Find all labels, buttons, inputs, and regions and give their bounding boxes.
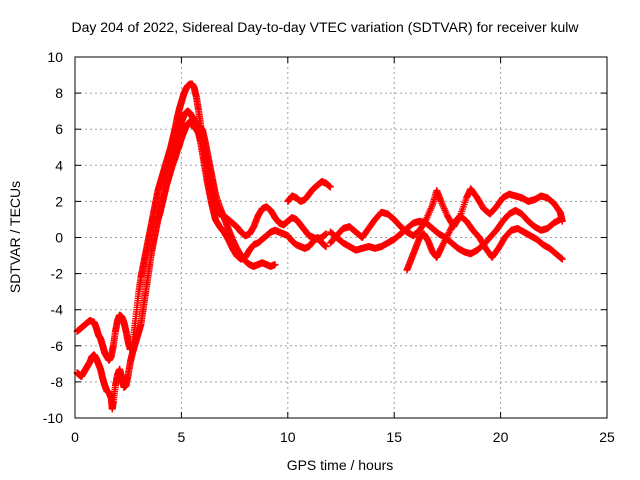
data-point	[437, 244, 445, 252]
data-point	[558, 255, 566, 263]
series-arc-7	[403, 212, 566, 274]
y-tick-label: 10	[47, 49, 63, 65]
series-arc-4	[284, 178, 334, 205]
data-point	[447, 225, 455, 233]
x-tick-label: 10	[280, 429, 296, 445]
data-point	[326, 183, 334, 191]
series-arc-6	[326, 185, 566, 247]
data-point	[443, 233, 451, 241]
y-tick-label: -6	[51, 338, 64, 354]
data-point	[421, 217, 429, 225]
chart-title: Day 204 of 2022, Sidereal Day-to-day VTE…	[71, 19, 579, 35]
data-point	[558, 217, 566, 225]
data-series	[73, 80, 566, 413]
data-point	[442, 235, 450, 243]
data-point	[448, 222, 456, 230]
data-point	[444, 230, 452, 238]
data-point	[443, 232, 451, 240]
data-point	[439, 241, 447, 249]
data-point	[322, 230, 330, 238]
x-tick-label: 25	[599, 429, 615, 445]
y-tick-label: -4	[51, 302, 64, 318]
data-point	[445, 229, 453, 237]
series-arc-2	[73, 118, 330, 413]
data-point	[322, 243, 330, 251]
y-tick-label: 6	[55, 121, 63, 137]
x-axis-label: GPS time / hours	[287, 457, 394, 473]
y-tick-label: 8	[55, 85, 63, 101]
data-point	[440, 238, 448, 246]
y-tick-label: -10	[43, 410, 63, 426]
data-point	[439, 240, 447, 248]
data-point	[447, 224, 455, 232]
data-point	[446, 227, 454, 235]
x-tick-label: 5	[178, 429, 186, 445]
data-point	[438, 243, 446, 251]
y-tick-label: 2	[55, 193, 63, 209]
y-axis-label: SDTVAR / TECUs	[7, 181, 23, 293]
y-tick-label: 4	[55, 157, 63, 173]
data-point	[271, 261, 279, 269]
x-tick-label: 15	[386, 429, 402, 445]
x-tick-label: 0	[71, 429, 79, 445]
y-tick-label: -8	[51, 374, 64, 390]
y-tick-label: -2	[51, 266, 64, 282]
series-arc-3	[165, 107, 279, 270]
data-point	[441, 236, 449, 244]
x-tick-label: 20	[493, 429, 509, 445]
axis-ticks: 0 5 10 15 20 25 -10 -8 -6 -4 -2 0 2 4 6 8 10	[43, 49, 615, 445]
y-tick-label: 0	[55, 230, 63, 246]
series-arc-1	[73, 80, 330, 364]
